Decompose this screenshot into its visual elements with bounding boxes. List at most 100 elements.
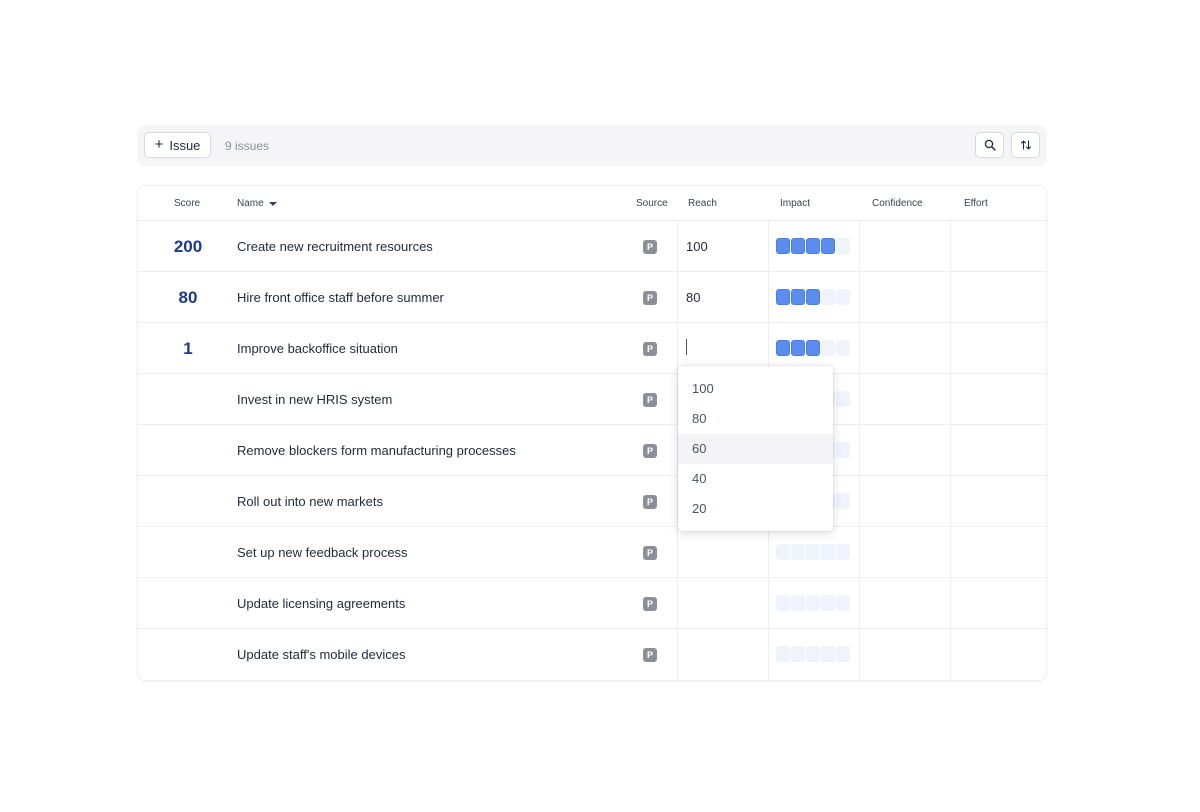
impact-rating[interactable] [776,289,850,305]
table-row[interactable]: Update licensing agreements P [138,578,1046,629]
table-row[interactable]: Remove blockers form manufacturing proce… [138,425,1046,476]
impact-pip[interactable] [791,289,805,305]
column-divider [950,221,951,680]
impact-pip[interactable] [776,595,790,611]
column-divider [677,221,678,680]
table-row[interactable]: 80 Hire front office staff before summer… [138,272,1046,323]
impact-pip[interactable] [791,595,805,611]
table-row[interactable]: 1 Improve backoffice situation P [138,323,1046,374]
source-badge: P [643,393,657,407]
impact-pip[interactable] [806,289,820,305]
impact-pip[interactable] [806,646,820,662]
source-badge: P [643,648,657,662]
table-header: Score Name Source Reach Impact Confidenc… [138,186,1046,221]
column-header-source[interactable]: Source [636,198,668,209]
column-header-name[interactable]: Name [237,198,277,209]
impact-pip[interactable] [836,646,850,662]
impact-pip[interactable] [821,646,835,662]
issue-name[interactable]: Create new recruitment resources [237,239,433,254]
sort-caret-down-icon [268,201,277,206]
impact-rating[interactable] [776,544,850,560]
dropdown-option[interactable]: 100 [692,381,714,396]
column-header-name-label: Name [237,198,264,209]
plus-icon: + [154,136,164,153]
impact-pip[interactable] [821,289,835,305]
impact-pip[interactable] [806,595,820,611]
issue-name[interactable]: Invest in new HRIS system [237,392,393,407]
column-header-effort[interactable]: Effort [964,198,988,209]
impact-pip[interactable] [791,340,805,356]
impact-pip[interactable] [776,289,790,305]
impact-rating[interactable] [776,595,850,611]
issue-name[interactable]: Update staff's mobile devices [237,647,406,662]
search-button[interactable] [975,132,1004,158]
impact-pip[interactable] [806,238,820,254]
reach-cell[interactable]: 100 [686,239,708,254]
column-divider [859,221,860,680]
impact-pip[interactable] [776,238,790,254]
add-issue-label: Issue [169,137,201,153]
source-badge: P [643,495,657,509]
impact-pip[interactable] [791,238,805,254]
column-header-confidence[interactable]: Confidence [872,198,923,209]
text-cursor [686,339,687,355]
add-issue-button[interactable]: + Issue [144,132,211,158]
impact-pip[interactable] [806,340,820,356]
score-value: 200 [173,237,203,256]
reach-cell[interactable]: 80 [686,290,701,305]
issue-count: 9 issues [225,139,270,153]
score-value: 80 [178,288,198,307]
table-row[interactable]: Roll out into new markets P [138,476,1046,527]
impact-pip[interactable] [806,544,820,560]
column-header-score[interactable]: Score [174,198,201,209]
impact-pip[interactable] [821,595,835,611]
issue-name[interactable]: Update licensing agreements [237,596,406,611]
search-icon [984,139,996,151]
impact-pip[interactable] [776,544,790,560]
impact-pip[interactable] [791,646,805,662]
impact-pip[interactable] [836,340,850,356]
sort-icon [1020,140,1031,150]
impact-rating[interactable] [776,238,850,254]
table-row[interactable]: 200 Create new recruitment resources P 1… [138,221,1046,272]
impact-rating[interactable] [776,340,850,356]
impact-pip[interactable] [836,544,850,560]
issue-name[interactable]: Roll out into new markets [237,494,383,509]
impact-rating[interactable] [776,646,850,662]
table-row[interactable]: Set up new feedback process P [138,527,1046,578]
column-header-impact[interactable]: Impact [780,198,811,209]
impact-pip[interactable] [821,238,835,254]
impact-pip[interactable] [776,646,790,662]
sort-button[interactable] [1011,132,1040,158]
dropdown-option[interactable]: 20 [692,501,707,516]
table-row[interactable]: Update staff's mobile devices P [138,629,1046,680]
impact-pip[interactable] [776,340,790,356]
impact-pip[interactable] [821,340,835,356]
impact-pip[interactable] [836,442,850,458]
table-row[interactable]: Invest in new HRIS system P [138,374,1046,425]
source-badge: P [643,240,657,254]
reach-dropdown: 100 80 60 40 20 [678,366,833,531]
source-badge: P [643,291,657,305]
issues-table: Score Name Source Reach Impact Confidenc… [137,185,1047,681]
issue-name[interactable]: Remove blockers form manufacturing proce… [237,443,516,458]
score-value: 1 [183,339,193,358]
impact-pip[interactable] [791,544,805,560]
impact-pip[interactable] [836,391,850,407]
impact-pip[interactable] [836,493,850,509]
dropdown-option[interactable]: 80 [692,411,707,426]
source-badge: P [643,546,657,560]
toolbar: + Issue 9 issues [137,125,1047,166]
source-badge: P [643,597,657,611]
issue-name[interactable]: Improve backoffice situation [237,341,398,356]
dropdown-option[interactable]: 60 [678,434,833,464]
impact-pip[interactable] [836,238,850,254]
dropdown-option[interactable]: 40 [692,471,707,486]
source-badge: P [643,342,657,356]
impact-pip[interactable] [821,544,835,560]
impact-pip[interactable] [836,595,850,611]
impact-pip[interactable] [836,289,850,305]
issue-name[interactable]: Set up new feedback process [237,545,408,560]
column-header-reach[interactable]: Reach [688,198,717,209]
issue-name[interactable]: Hire front office staff before summer [237,290,444,305]
